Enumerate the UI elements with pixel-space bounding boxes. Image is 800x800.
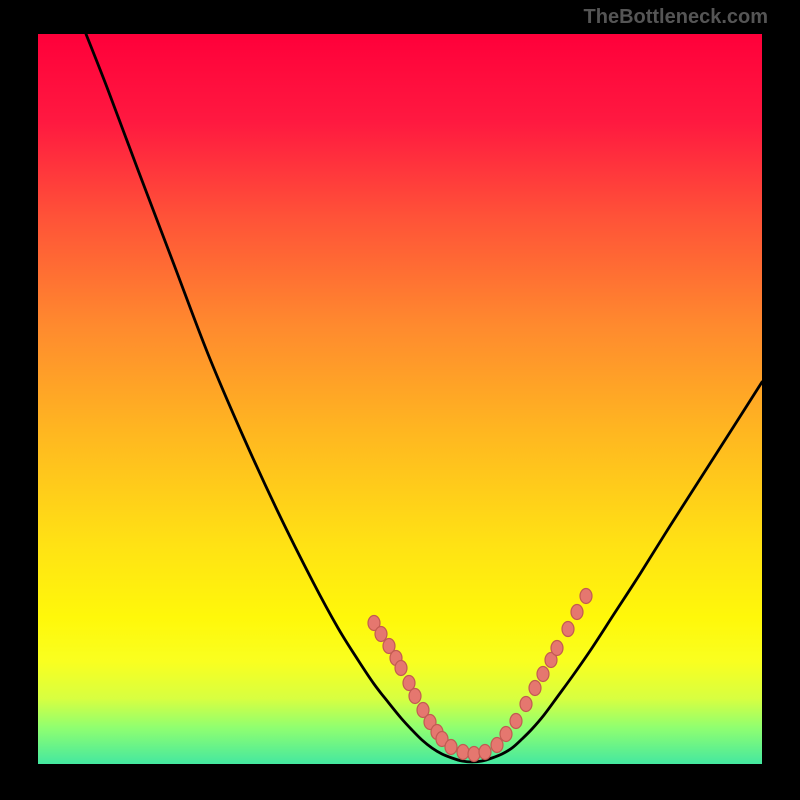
curve-marker xyxy=(445,740,457,755)
curve-marker xyxy=(375,627,387,642)
chart-curve-layer xyxy=(38,34,762,764)
curve-marker xyxy=(500,727,512,742)
curve-marker xyxy=(529,681,541,696)
curve-marker xyxy=(562,622,574,637)
curve-marker xyxy=(491,738,503,753)
curve-marker xyxy=(580,589,592,604)
watermark-text: TheBottleneck.com xyxy=(584,6,768,29)
curve-marker xyxy=(571,605,583,620)
curve-marker xyxy=(520,697,532,712)
curve-marker xyxy=(395,661,407,676)
curve-marker xyxy=(510,714,522,729)
curve-marker xyxy=(479,745,491,760)
curve-marker xyxy=(409,689,421,704)
curve-marker xyxy=(468,747,480,762)
curve-marker xyxy=(537,667,549,682)
bottleneck-curve xyxy=(86,34,762,762)
curve-marker xyxy=(551,641,563,656)
curve-marker xyxy=(457,745,469,760)
curve-markers xyxy=(368,589,592,762)
chart-plot-area xyxy=(38,34,762,764)
